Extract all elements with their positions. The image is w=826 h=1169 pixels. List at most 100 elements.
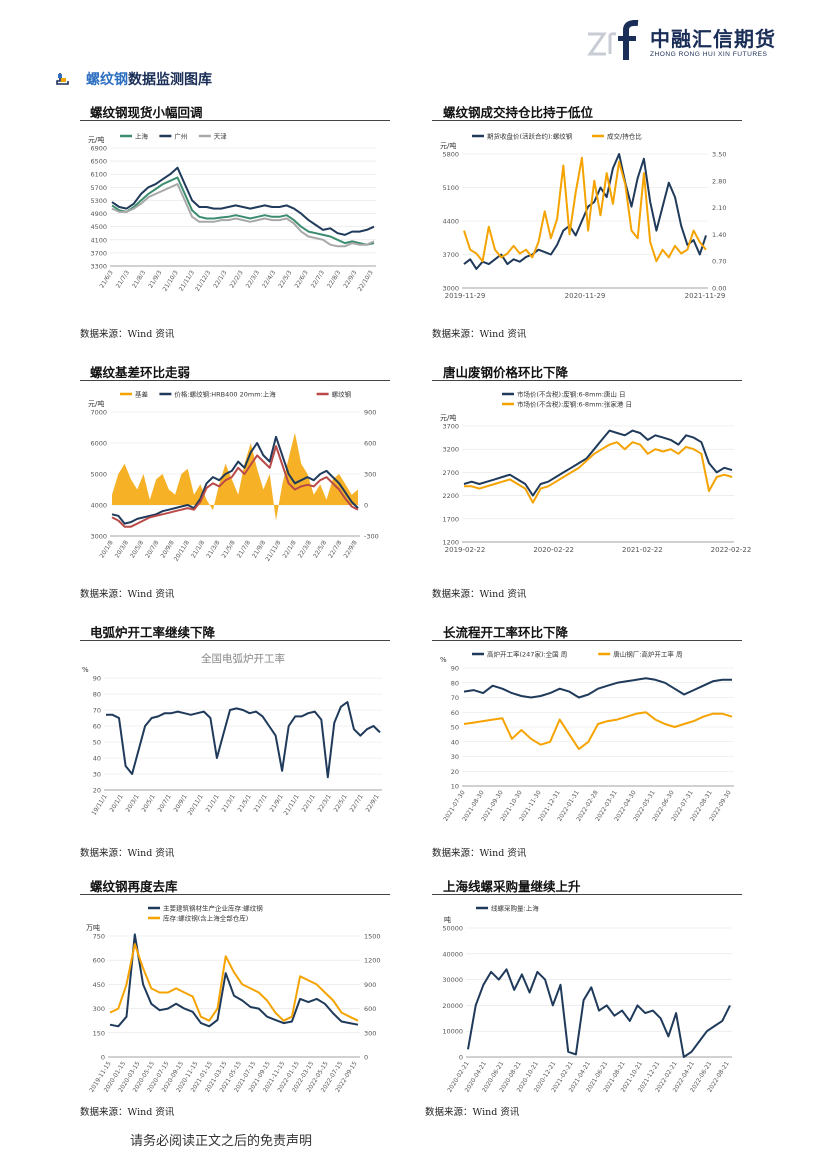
data-source: 数据来源：Wind 资讯 [432,329,527,340]
x-tick-label: 21/6/3 [99,269,115,289]
y-tick-label: 5000 [90,471,107,479]
data-source: 数据来源：Wind 资讯 [432,848,527,859]
panel-rule [432,640,742,641]
y2-tick-label: 0.00 [712,285,726,293]
x-tick-label: 22/5/1 [333,793,349,813]
series-area [112,432,358,521]
x-tick-label: 20/5/8 [129,539,145,559]
y-tick-label: 80 [451,679,459,687]
legend-label: 高炉开工率(247家):全国 周 [487,650,567,659]
y-tick-label: 50 [93,739,101,747]
y2-tick-label: 0 [364,1054,368,1062]
y2-tick-label: 0 [364,502,368,510]
series-line [463,677,732,699]
y-tick-label: 60 [93,723,101,731]
x-tick-label: 22/6/3 [294,269,310,289]
y-tick-label: 4400 [442,218,459,226]
x-tick-label: 20/3/1 [125,793,141,813]
y-tick-label: 5700 [90,184,107,192]
section-heading: 螺纹钢数据监测图库 [56,70,212,88]
y-tick-label: 6100 [90,171,107,179]
y-tick-label: 90 [93,675,101,683]
company-logo: 中融汇信期货 ZHONG RONG HUI XIN FUTURES [586,20,786,64]
y2-tick-label: 0.70 [712,258,726,266]
data-source: 数据来源：Wind 资讯 [432,589,527,600]
y-tick-label: 30 [451,753,459,761]
y-tick-label: 750 [93,933,105,941]
unit-label: % [440,656,447,664]
panel-title: 长流程开工率环比下降 [443,625,569,640]
y-tick-label: 80 [93,691,101,699]
y-tick-label: 7000 [90,409,107,417]
y-tick-label: 4000 [90,502,107,510]
x-tick-label: 2020-11-29 [565,292,606,300]
y-tick-label: 50000 [442,925,463,933]
unit-label: 吨 [444,915,451,924]
legend-label: 主要建筑钢材生产企业库存:螺纹钢 [163,904,263,913]
unit-label: 元/吨 [88,399,104,408]
y2-tick-label: 600 [364,1005,376,1013]
x-tick-label: 21/7/1 [253,793,269,813]
x-tick-label: 22/1/1 [301,793,317,813]
disclaimer-note: 请务必阅读正文之后的免责声明 [130,1134,313,1149]
y-tick-label: 20000 [442,1002,463,1010]
chart-4: 3700 3200 2700 2200 1700 1200 2019-02-22 2020-0… [432,388,751,568]
panel-rule [80,894,390,895]
chart-7: 750 600 450 300 150 0 1500 1200 900 600 300 0 2019-1… [80,902,390,1097]
y-tick-label: 70 [93,707,101,715]
y2-tick-label: 1500 [364,933,381,941]
series-line [464,441,733,504]
x-tick-label: 22/5/3 [277,269,293,289]
y-tick-label: 1700 [442,515,459,523]
line-chart: 5800 5100 4400 3700 3000 3.50 2.80 2.10 1.40 0.70… [440,132,726,301]
x-tick-label: 22/9/8 [343,539,359,559]
y2-tick-label: 900 [364,981,376,989]
x-tick-label: 22/7/8 [327,539,343,559]
line-chart: 75060045030015001500120090060030002019-1… [86,904,381,1094]
logo-mark-icon [587,20,639,60]
y2-tick-label: 2.10 [712,204,726,212]
unit-label: % [82,666,89,674]
legend-label: 天津 [214,133,228,141]
y2-tick-label: 1.40 [712,231,726,239]
y-tick-label: 4100 [90,236,107,244]
y-tick-label: 1200 [442,539,459,547]
x-tick-label: 21/1/8 [190,539,206,559]
panel-rule [80,640,390,641]
y-tick-label: 10000 [442,1028,463,1036]
y-tick-label: 3700 [442,251,459,259]
x-tick-label: 20/5/1 [141,793,157,813]
series-line [463,156,707,263]
y2-tick-label: 300 [364,471,376,479]
y-tick-label: 2200 [442,492,459,500]
y-tick-label: 3200 [442,446,459,454]
x-tick-label: 21/11/1 [282,793,300,816]
panel-title: 电弧炉开工率继续下降 [90,625,216,640]
legend-label: 唐山钢厂:高炉开工率 周 [613,650,682,659]
x-tick-label: 21/9/1 [269,793,285,813]
line-chart: 9080706050403020102021-07-302021-08-3020… [440,650,734,823]
series-line [463,429,733,497]
y-tick-label: 50 [451,724,459,732]
x-tick-label: 22/4/3 [261,269,277,289]
x-tick-label: 22/3/3 [245,269,261,289]
series-line [467,968,731,1058]
x-tick-label: 20/11/1 [186,793,204,816]
series-line [463,711,733,751]
y2-tick-label: 900 [364,409,376,417]
x-tick-label: 21/12/3 [194,269,212,292]
y-tick-label: 5800 [442,151,459,159]
data-source: 数据来源：Wind 资讯 [80,589,175,600]
y-tick-label: 3000 [90,533,107,541]
y2-tick-label: 600 [364,440,376,448]
x-tick-label: 21/7/3 [115,269,131,289]
x-tick-label: 21/9/3 [147,269,163,289]
legend-label: 螺纹钢 [332,390,352,399]
series-line [111,166,375,236]
y-tick-label: 3000 [442,285,459,293]
y-tick-label: 4500 [90,223,107,231]
x-tick-label: 21/5/1 [237,793,253,813]
x-tick-label: 22/7/1 [349,793,365,813]
series-line [111,183,375,248]
x-tick-label: 20/1/1 [109,793,125,813]
